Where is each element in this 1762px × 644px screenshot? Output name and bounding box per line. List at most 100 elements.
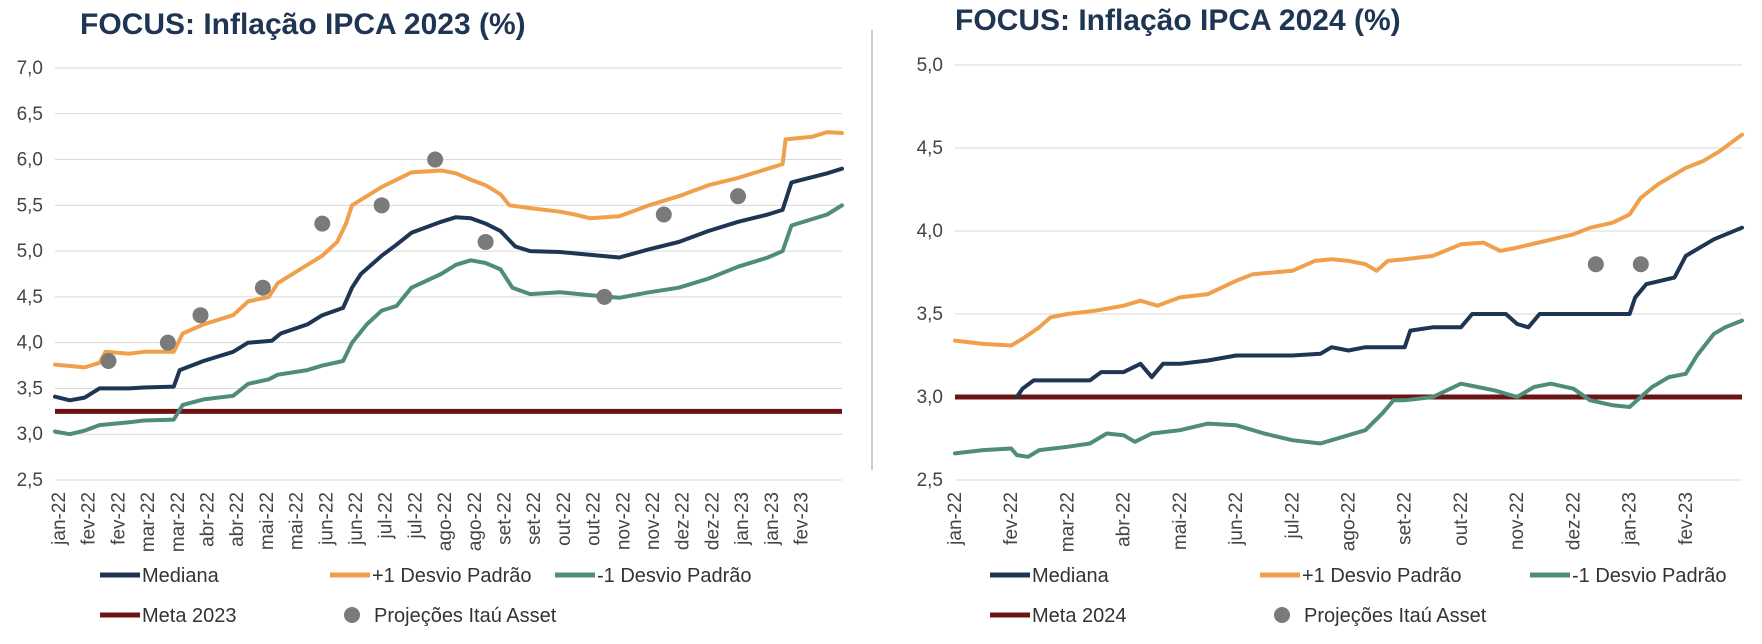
x-tick-label: mar-22 <box>168 492 189 552</box>
x-tick-label: jun-22 <box>1226 492 1247 546</box>
y-tick-label: 3,0 <box>17 424 43 445</box>
x-tick-label: out-22 <box>554 492 575 546</box>
x-axis-ticks: jan-22 fev-22 fev-22 mar-22 mar-22 abr-22 abr-… <box>49 492 812 552</box>
y-tick-label: 6,0 <box>17 150 43 171</box>
x-tick-label: set-22 <box>494 492 515 545</box>
x-tick-label: jan-23 <box>762 492 783 546</box>
legend-item: Projeções Itaú Asset <box>344 605 557 627</box>
series-line-mediana <box>53 166 844 403</box>
scatter-point <box>477 233 494 250</box>
y-tick-label: 6,5 <box>17 104 43 125</box>
x-tick-label: ago-22 <box>465 492 486 551</box>
scatter-point <box>1632 256 1649 273</box>
legend-item: Mediana <box>990 565 1110 587</box>
scatter-point <box>1587 256 1604 273</box>
legend: Mediana +1 Desvio Padrão -1 Desvio Padrão M… <box>100 565 752 627</box>
x-tick-label: jul-22 <box>1282 492 1303 539</box>
x-tick-label: abr-22 <box>197 492 218 547</box>
x-tick-label: jan-22 <box>49 492 70 546</box>
legend-marker <box>344 607 360 623</box>
series-group <box>953 132 1744 459</box>
y-tick-label: 5,0 <box>917 55 943 76</box>
y-tick-label: 3,5 <box>917 304 943 325</box>
x-tick-label: nov-22 <box>643 492 664 550</box>
legend-item: +1 Desvio Padrão <box>1260 565 1462 587</box>
series-line-1-desvio-padr-o <box>53 203 844 437</box>
scatter-point <box>314 215 331 232</box>
legend-label: Projeções Itaú Asset <box>1304 605 1487 627</box>
x-tick-label: set-22 <box>1395 492 1416 545</box>
y-tick-label: 2,5 <box>17 470 43 491</box>
legend-label: +1 Desvio Padrão <box>372 565 532 587</box>
chart-title: FOCUS: Inflação IPCA 2024 (%) <box>955 4 1401 37</box>
series-line-1-desvio-padr-o <box>53 130 844 370</box>
x-tick-label: jan-23 <box>1620 492 1641 546</box>
y-tick-label: 4,5 <box>917 138 943 159</box>
x-tick-label: mai-22 <box>1170 492 1191 550</box>
x-tick-label: jun-22 <box>346 492 367 546</box>
legend-label: -1 Desvio Padrão <box>597 565 752 587</box>
legend-item: Mediana <box>100 565 220 587</box>
x-tick-label: jan-23 <box>732 492 753 546</box>
x-tick-label: abr-22 <box>227 492 248 547</box>
x-tick-label: mar-22 <box>1057 492 1078 552</box>
scatter-point <box>373 197 390 214</box>
y-tick-label: 5,5 <box>17 195 43 216</box>
y-axis-ticks: 2,5 3,0 3,5 4,0 4,5 5,0 5,5 6,0 6,5 7,0 <box>17 58 43 491</box>
x-tick-label: fev-22 <box>79 492 100 545</box>
series-line-1-desvio-padr-o <box>953 132 1744 348</box>
legend-label: Meta 2023 <box>142 605 237 627</box>
x-tick-label: jul-22 <box>405 492 426 539</box>
chart-ipca-2023: FOCUS: Inflação IPCA 2023 (%) 2,5 3,0 3,5 4… <box>17 8 844 627</box>
legend-label: Mediana <box>142 565 220 587</box>
y-tick-label: 4,0 <box>17 333 43 354</box>
scatter-point <box>192 307 209 324</box>
scatter-point <box>159 334 176 351</box>
x-tick-label: nov-22 <box>613 492 634 550</box>
x-tick-label: mai-22 <box>257 492 278 550</box>
scatter-point <box>427 151 444 168</box>
scatter-point <box>100 352 117 369</box>
legend-label: +1 Desvio Padrão <box>1302 565 1462 587</box>
scatter-point <box>730 188 747 205</box>
x-tick-label: mar-22 <box>138 492 159 552</box>
x-tick-label: set-22 <box>524 492 545 545</box>
x-tick-label: dez-22 <box>702 492 723 550</box>
y-tick-label: 4,5 <box>17 287 43 308</box>
x-tick-label: fev-22 <box>108 492 129 545</box>
legend-marker <box>1274 607 1290 623</box>
x-axis-ticks: jan-22 fev-22 mar-22 abr-22 mai-22 jun-22 jul-… <box>945 492 1697 552</box>
x-tick-label: nov-22 <box>1507 492 1528 550</box>
legend-item: Meta 2023 <box>100 605 237 627</box>
scatter-point <box>254 279 271 296</box>
x-tick-label: dez-22 <box>1563 492 1584 550</box>
series-line-1-desvio-padr-o <box>953 318 1744 459</box>
x-tick-label: jun-22 <box>316 492 337 546</box>
y-axis-ticks: 2,5 3,0 3,5 4,0 4,5 5,0 <box>917 55 943 491</box>
scatter-point <box>596 288 613 305</box>
legend-label: Projeções Itaú Asset <box>374 605 557 627</box>
legend-item: Meta 2024 <box>990 605 1127 627</box>
grid-lines <box>955 64 1742 481</box>
x-tick-label: mai-22 <box>287 492 308 550</box>
x-tick-label: fev-23 <box>791 492 812 545</box>
x-tick-label: out-22 <box>584 492 605 546</box>
x-tick-label: fev-22 <box>1001 492 1022 545</box>
y-tick-label: 2,5 <box>917 470 943 491</box>
y-tick-label: 5,0 <box>17 241 43 262</box>
legend-label: Mediana <box>1032 565 1110 587</box>
x-tick-label: dez-22 <box>673 492 694 550</box>
scatter-point <box>655 206 672 223</box>
x-tick-label: fev-23 <box>1676 492 1697 545</box>
x-tick-label: abr-22 <box>1114 492 1135 547</box>
grid-lines <box>55 67 842 481</box>
y-tick-label: 4,0 <box>917 221 943 242</box>
legend-item: -1 Desvio Padrão <box>555 565 752 587</box>
y-tick-label: 3,5 <box>17 378 43 399</box>
x-tick-label: ago-22 <box>435 492 456 551</box>
legend-item: +1 Desvio Padrão <box>330 565 532 587</box>
legend-item: -1 Desvio Padrão <box>1530 565 1727 587</box>
chart-ipca-2024: FOCUS: Inflação IPCA 2024 (%) 2,5 3,0 3,5 4… <box>917 4 1744 627</box>
x-tick-label: out-22 <box>1451 492 1472 546</box>
